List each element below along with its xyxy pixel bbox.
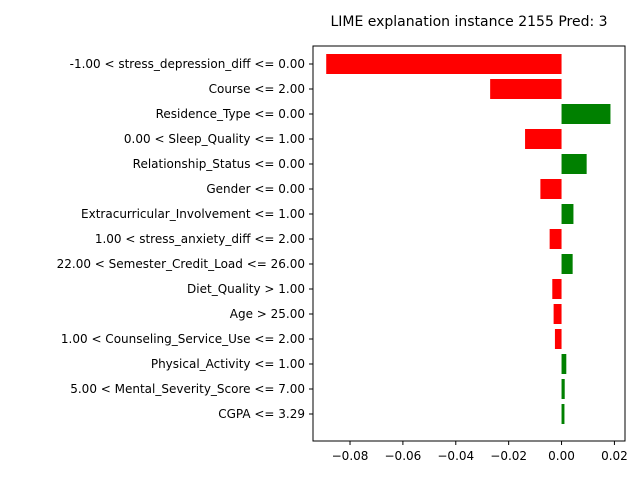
y-tick-label-9: Diet_Quality > 1.00	[187, 282, 305, 296]
y-tick-label-10: Age > 25.00	[230, 307, 305, 321]
y-tick-label-0: -1.00 < stress_depression_diff <= 0.00	[70, 57, 305, 71]
x-tick-label-4: 0.00	[548, 449, 575, 463]
bar-2	[561, 104, 611, 124]
bar-8	[561, 254, 573, 274]
y-tick-label-4: Relationship_Status <= 0.00	[133, 157, 305, 171]
y-tick-label-5: Gender <= 0.00	[206, 182, 305, 196]
bar-5	[540, 179, 562, 199]
y-tick-labels: -1.00 < stress_depression_diff <= 0.00 Co…	[57, 57, 313, 421]
y-tick-label-8: 22.00 < Semester_Credit_Load <= 26.00	[57, 257, 305, 271]
x-tick-label-1: −0.06	[385, 449, 422, 463]
x-tick-label-3: −0.02	[490, 449, 527, 463]
bar-14	[561, 404, 565, 424]
y-tick-label-11: 1.00 < Counseling_Service_Use <= 2.00	[61, 332, 305, 346]
bar-11	[554, 329, 562, 349]
x-axis: −0.08 −0.06 −0.04 −0.02 0.00 0.02	[332, 441, 628, 463]
bar-9	[552, 279, 562, 299]
bar-1	[490, 79, 562, 99]
x-tick-label-0: −0.08	[332, 449, 369, 463]
y-tick-label-3: 0.00 < Sleep_Quality <= 1.00	[124, 132, 305, 146]
y-tick-label-6: Extracurricular_Involvement <= 1.00	[81, 207, 305, 221]
bar-6	[561, 204, 574, 224]
bars-group	[326, 54, 611, 424]
bar-3	[525, 129, 562, 149]
y-tick-label-14: CGPA <= 3.29	[218, 407, 305, 421]
bar-0	[326, 54, 562, 74]
y-tick-label-1: Course <= 2.00	[209, 82, 305, 96]
bar-7	[549, 229, 562, 249]
bar-10	[553, 304, 562, 324]
x-tick-label-2: −0.04	[437, 449, 474, 463]
y-tick-label-13: 5.00 < Mental_Severity_Score <= 7.00	[70, 382, 305, 396]
x-tick-label-5: 0.02	[601, 449, 628, 463]
bar-4	[561, 154, 587, 174]
y-tick-label-2: Residence_Type <= 0.00	[156, 107, 305, 121]
plot-frame	[312, 45, 626, 442]
chart-title: LIME explanation instance 2155 Pred: 3	[330, 14, 607, 30]
bar-12	[561, 354, 567, 374]
y-tick-label-7: 1.00 < stress_anxiety_diff <= 2.00	[95, 232, 305, 246]
bar-13	[561, 379, 565, 399]
y-tick-label-12: Physical_Activity <= 1.00	[151, 357, 305, 371]
